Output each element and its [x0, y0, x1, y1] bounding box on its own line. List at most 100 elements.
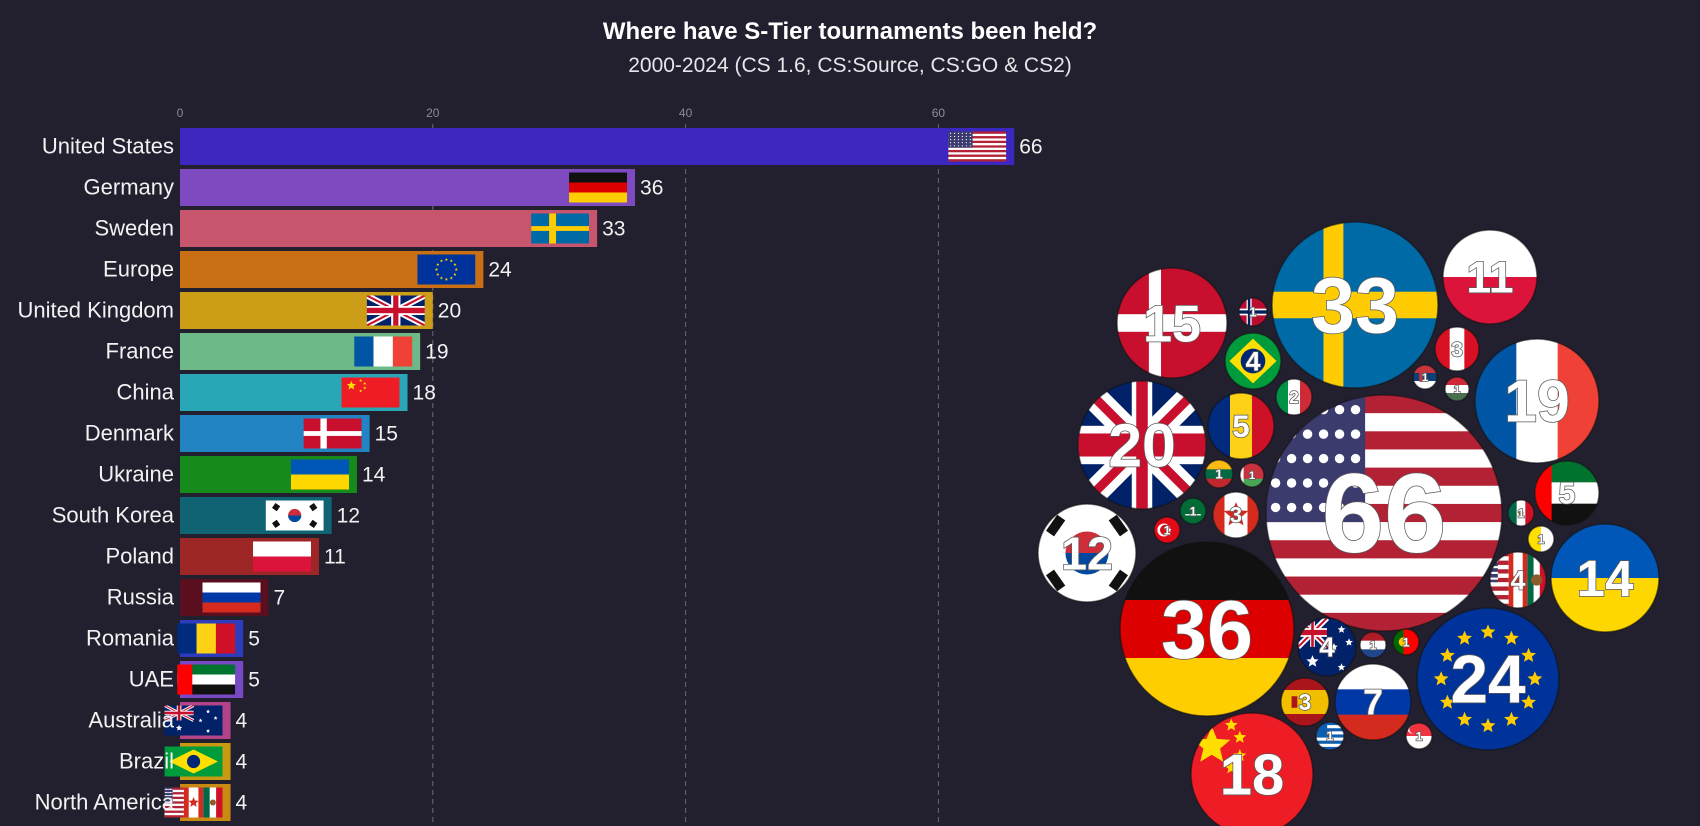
cn-flag-icon — [1191, 713, 1313, 826]
bubble-label: 66 — [1322, 451, 1447, 576]
category-label: Europe — [103, 257, 174, 282]
bar-row: Australia 4 — [88, 702, 248, 739]
category-label: Brazil — [119, 749, 174, 774]
bubble: 33 — [1271, 221, 1439, 389]
br-flag-icon — [1225, 333, 1281, 389]
bubble-label: 2 — [1289, 388, 1299, 407]
value-label: 36 — [640, 177, 663, 200]
bubble: 1 — [1405, 722, 1433, 750]
ca-flag-icon — [1213, 492, 1259, 538]
bubble: 4 — [1489, 551, 1547, 609]
bar-row: Brazil 4 — [119, 743, 248, 780]
bar-row: France 19 — [106, 333, 449, 370]
bar — [180, 210, 598, 247]
bar-row: UAE 5 — [129, 661, 260, 698]
value-label: 12 — [337, 505, 360, 528]
bubble-label: 3 — [1299, 689, 1312, 715]
bubble: 18 — [1190, 712, 1314, 826]
ae-flag-icon — [177, 664, 236, 695]
hu-flag-icon — [1445, 377, 1469, 401]
bubble-label: 36 — [1161, 583, 1253, 676]
us-flag-icon — [948, 131, 1007, 162]
bubble-label: 1 — [1190, 504, 1197, 518]
bubble: 11 — [1442, 229, 1538, 325]
value-label: 33 — [602, 218, 625, 241]
bar-row: Europe 24 — [103, 251, 512, 288]
value-label: 66 — [1019, 136, 1042, 159]
category-label: China — [117, 380, 175, 405]
rs-flag-icon — [1413, 365, 1437, 389]
bubble: 4 — [1224, 332, 1282, 390]
bubble: 1 — [1315, 721, 1345, 751]
kr-flag-icon — [1038, 504, 1136, 602]
bubble-label: 7 — [1363, 682, 1383, 723]
bubble-label: 33 — [1311, 262, 1399, 350]
category-label: Denmark — [85, 421, 175, 446]
value-label: 7 — [273, 587, 285, 610]
category-label: Poland — [105, 544, 174, 569]
value-label: 4 — [236, 792, 248, 815]
bubble-label: 12 — [1061, 527, 1113, 579]
bar-row: United Kingdom 20 — [17, 292, 461, 329]
category-label: UAE — [129, 667, 174, 692]
bubble-label: 1 — [1249, 470, 1256, 482]
dk-flag-icon — [303, 418, 362, 449]
category-label: Ukraine — [98, 462, 174, 487]
de-flag-icon — [569, 172, 628, 203]
bubble-label: 5 — [1559, 477, 1576, 511]
bubble-label: 1 — [1422, 372, 1429, 384]
eu-flag-icon — [417, 254, 476, 285]
au-flag-icon — [1298, 618, 1356, 676]
category-label: Sweden — [94, 216, 174, 241]
bubble: 2 — [1275, 378, 1313, 416]
bubble: 1 — [1392, 628, 1420, 656]
bubble: 24 — [1416, 607, 1560, 751]
bubble-label: 1 — [1249, 305, 1257, 320]
bubble: 5 — [1207, 392, 1275, 460]
bar-row: United States 66 — [42, 128, 1043, 165]
gr-flag-icon — [1316, 722, 1344, 750]
de-flag-icon — [1120, 542, 1294, 716]
bubble: 1 — [1179, 497, 1207, 525]
value-label: 5 — [248, 669, 260, 692]
bubble: 66 — [1265, 394, 1503, 632]
bubble: 36 — [1119, 541, 1295, 717]
bubble-label: 4 — [1319, 632, 1335, 663]
category-label: Australia — [88, 708, 174, 733]
bubble-label: 20 — [1108, 411, 1176, 479]
lt-flag-icon — [1205, 460, 1233, 488]
bubble-label: 11 — [1466, 254, 1513, 303]
pl-flag-icon — [253, 541, 312, 572]
bubble: 1 — [1204, 459, 1234, 489]
bubble-label: 4 — [1511, 565, 1526, 595]
va-flag-icon — [1528, 526, 1554, 552]
sg-flag-icon — [1406, 723, 1432, 749]
bar-row: Romania 5 — [86, 620, 260, 657]
cn-flag-icon — [341, 377, 400, 408]
bubble: 19 — [1474, 338, 1600, 464]
bubble-label: 15 — [1143, 295, 1201, 353]
mx-flag-icon — [1508, 500, 1534, 526]
bubble-label: 19 — [1504, 370, 1570, 435]
bar-row: Denmark 15 — [85, 415, 398, 452]
bubble: 1 — [1239, 462, 1265, 488]
value-label: 4 — [236, 710, 248, 733]
category-label: Germany — [84, 175, 174, 200]
bubble-label: 1 — [1454, 384, 1461, 396]
bubble: 1 — [1238, 297, 1268, 327]
bubble: 15 — [1116, 267, 1228, 379]
bubble-label: 24 — [1450, 643, 1526, 718]
bubble: 3 — [1212, 491, 1260, 539]
value-label: 14 — [362, 464, 386, 487]
ua-flag-icon — [290, 459, 349, 490]
au-flag-icon — [164, 705, 223, 736]
bubble: 1 — [1527, 525, 1555, 553]
bubble-label: 1 — [1370, 638, 1377, 652]
bubble-label: 3 — [1230, 503, 1242, 528]
bubble-label: 1 — [1164, 523, 1171, 537]
bubble-cluster: 6636332420191815141211755444333211111111… — [1037, 221, 1660, 826]
bubble-label: 14 — [1576, 550, 1634, 607]
bubble-label: 5 — [1232, 409, 1249, 444]
value-label: 5 — [248, 628, 260, 651]
